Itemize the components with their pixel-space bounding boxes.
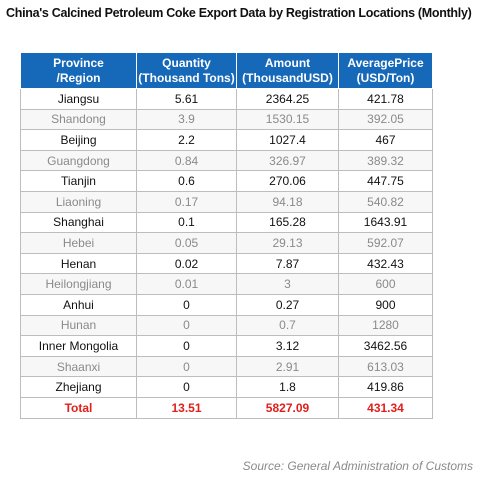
cell-region: Hebei bbox=[20, 232, 137, 254]
cell-quantity: 0.6 bbox=[136, 170, 237, 192]
table-row: Guangdong 0.84 326.97 389.32 bbox=[20, 149, 433, 172]
total-price: 431.34 bbox=[338, 396, 433, 419]
table-row: Shanghai 0.1 165.28 1643.91 bbox=[20, 211, 433, 234]
table-row: Hebei 0.05 29.13 592.07 bbox=[20, 232, 433, 254]
cell-quantity: 3.9 bbox=[136, 108, 237, 131]
export-data-table-wrapper: Province/Region Quantity (Thousand Tons) … bbox=[20, 52, 433, 419]
cell-amount: 3.12 bbox=[236, 335, 339, 357]
cell-quantity: 0.84 bbox=[136, 149, 237, 172]
cell-price: 900 bbox=[338, 293, 433, 316]
table-row: Anhui 0 0.27 900 bbox=[20, 293, 433, 316]
cell-amount: 0.7 bbox=[236, 314, 339, 337]
cell-amount: 1530.15 bbox=[236, 108, 339, 131]
table-row: Jiangsu 5.61 2364.25 421.78 bbox=[20, 88, 433, 110]
cell-amount: 1.8 bbox=[236, 376, 339, 398]
cell-quantity: 0 bbox=[136, 293, 237, 316]
cell-region: Liaoning bbox=[20, 190, 137, 213]
cell-quantity: 0.01 bbox=[136, 273, 237, 295]
cell-amount: 1027.4 bbox=[236, 129, 339, 151]
cell-price: 389.32 bbox=[338, 149, 433, 172]
cell-price: 432.43 bbox=[338, 252, 433, 275]
table-row: Shaanxi 0 2.91 613.03 bbox=[20, 355, 433, 378]
cell-quantity: 0.02 bbox=[136, 252, 237, 275]
table-header-row: Province/Region Quantity (Thousand Tons) … bbox=[20, 52, 433, 89]
cell-region: Zhejiang bbox=[20, 376, 137, 398]
page-title: China's Calcined Petroleum Coke Export D… bbox=[6, 6, 472, 20]
cell-price: 1643.91 bbox=[338, 211, 433, 234]
cell-amount: 2364.25 bbox=[236, 88, 339, 110]
header-average-price: AveragePrice (USD/Ton) bbox=[338, 52, 433, 89]
table-row: Zhejiang 0 1.8 419.86 bbox=[20, 376, 433, 398]
table-row: Henan 0.02 7.87 432.43 bbox=[20, 252, 433, 275]
cell-amount: 3 bbox=[236, 273, 339, 295]
table-row: Tianjin 0.6 270.06 447.75 bbox=[20, 170, 433, 192]
cell-region: Tianjin bbox=[20, 170, 137, 192]
cell-quantity: 0 bbox=[136, 314, 237, 337]
header-price-line1: AveragePrice bbox=[347, 55, 424, 70]
table-row: Heilongjiang 0.01 3 600 bbox=[20, 273, 433, 295]
cell-price: 3462.56 bbox=[338, 335, 433, 357]
table-row: Beijing 2.2 1027.4 467 bbox=[20, 129, 433, 151]
cell-amount: 94.18 bbox=[236, 190, 339, 213]
cell-region: Henan bbox=[20, 252, 137, 275]
cell-quantity: 0 bbox=[136, 355, 237, 378]
cell-quantity: 0.17 bbox=[136, 190, 237, 213]
total-amount: 5827.09 bbox=[236, 396, 339, 419]
cell-region: Shanghai bbox=[20, 211, 137, 234]
table-row: Shandong 3.9 1530.15 392.05 bbox=[20, 108, 433, 131]
header-amount: Amount (ThousandUSD) bbox=[236, 52, 339, 89]
cell-amount: 7.87 bbox=[236, 252, 339, 275]
header-quantity-line1: Quantity bbox=[162, 55, 211, 70]
cell-price: 540.82 bbox=[338, 190, 433, 213]
cell-region: Beijing bbox=[20, 129, 137, 151]
cell-price: 1280 bbox=[338, 314, 433, 337]
cell-region: Inner Mongolia bbox=[20, 335, 137, 357]
cell-price: 613.03 bbox=[338, 355, 433, 378]
total-label: Total bbox=[20, 396, 137, 419]
cell-region: Jiangsu bbox=[20, 88, 137, 110]
total-quantity: 13.51 bbox=[136, 396, 237, 419]
header-quantity: Quantity (Thousand Tons) bbox=[136, 52, 237, 89]
cell-amount: 29.13 bbox=[236, 232, 339, 254]
cell-region: Shandong bbox=[20, 108, 137, 131]
header-province-line2: /Region bbox=[56, 70, 101, 85]
cell-region: Shaanxi bbox=[20, 355, 137, 378]
cell-region: Hunan bbox=[20, 314, 137, 337]
header-province-line1: Province bbox=[53, 55, 104, 70]
header-amount-line2: (ThousandUSD) bbox=[242, 70, 333, 85]
cell-amount: 2.91 bbox=[236, 355, 339, 378]
cell-amount: 0.27 bbox=[236, 293, 339, 316]
cell-price: 467 bbox=[338, 129, 433, 151]
cell-amount: 165.28 bbox=[236, 211, 339, 234]
cell-quantity: 0.1 bbox=[136, 211, 237, 234]
cell-quantity: 0.05 bbox=[136, 232, 237, 254]
cell-quantity: 2.2 bbox=[136, 129, 237, 151]
cell-region: Anhui bbox=[20, 293, 137, 316]
cell-amount: 326.97 bbox=[236, 149, 339, 172]
cell-region: Heilongjiang bbox=[20, 273, 137, 295]
cell-price: 600 bbox=[338, 273, 433, 295]
cell-price: 447.75 bbox=[338, 170, 433, 192]
cell-quantity: 5.61 bbox=[136, 88, 237, 110]
table-body: Jiangsu 5.61 2364.25 421.78 Shandong 3.9 1530.… bbox=[20, 88, 433, 419]
header-price-line2: (USD/Ton) bbox=[356, 70, 415, 85]
table-row: Liaoning 0.17 94.18 540.82 bbox=[20, 190, 433, 213]
total-row: Total 13.51 5827.09 431.34 bbox=[20, 396, 433, 419]
source-note: Source: General Administration of Custom… bbox=[242, 459, 473, 473]
header-amount-line1: Amount bbox=[264, 55, 311, 70]
cell-amount: 270.06 bbox=[236, 170, 339, 192]
cell-region: Guangdong bbox=[20, 149, 137, 172]
header-quantity-line2: (Thousand Tons) bbox=[138, 70, 235, 85]
table-row: Inner Mongolia 0 3.12 3462.56 bbox=[20, 335, 433, 357]
cell-price: 419.86 bbox=[338, 376, 433, 398]
cell-quantity: 0 bbox=[136, 376, 237, 398]
cell-price: 421.78 bbox=[338, 88, 433, 110]
table-row: Hunan 0 0.7 1280 bbox=[20, 314, 433, 337]
header-province: Province/Region bbox=[20, 52, 137, 89]
cell-quantity: 0 bbox=[136, 335, 237, 357]
export-data-table: Province/Region Quantity (Thousand Tons) … bbox=[20, 52, 433, 419]
cell-price: 392.05 bbox=[338, 108, 433, 131]
cell-price: 592.07 bbox=[338, 232, 433, 254]
